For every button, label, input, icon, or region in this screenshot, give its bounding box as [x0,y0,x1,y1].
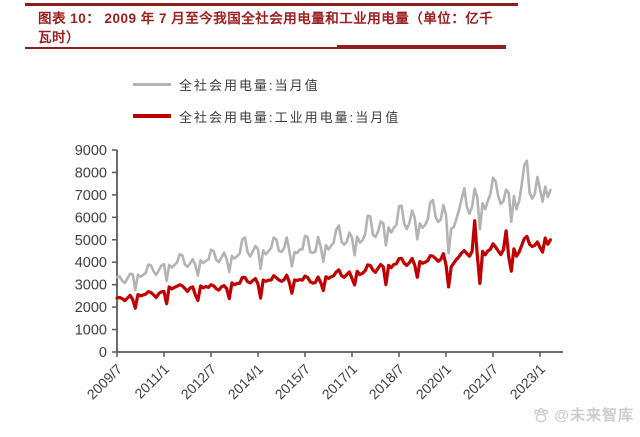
x-axis-label: 2012/7 [178,361,220,403]
series-line-industry [115,219,553,310]
figure-title-line2: 瓦时） [38,30,80,45]
y-axis-label: 5000 [75,233,107,249]
industry-line-swatch-icon [133,114,171,118]
line-chart: 0 1000 2000 3000 4000 5000 6000 7000 8000 9000 200… [75,143,563,403]
legend-item-industry: 全社会用电量:工业用电量:当月值 [133,108,401,125]
x-axis-label: 2018/7 [366,361,408,403]
figure-title: 图表 10： 2009 年 7 月至今我国全社会用电量和工业用电量（单位：亿千 … [38,9,520,47]
title-divider-overlay [337,45,506,48]
legend-item-total: 全社会用电量:当月值 [133,76,400,93]
y-axis-label: 8000 [75,165,107,181]
y-axis-label: 2000 [75,300,107,316]
figure-title-line1: 图表 10： 2009 年 7 月至今我国全社会用电量和工业用电量（单位：亿千 [38,11,494,26]
x-axis-label: 2009/7 [84,361,126,403]
x-axis-label: 2011/1 [131,361,172,402]
watermark: @未来智库 [531,404,634,425]
x-axis-label: 2017/1 [319,361,361,403]
paw-icon [534,407,549,422]
y-axis-label: 9000 [75,143,107,159]
chart-legend: 全社会用电量:当月值 全社会用电量:工业用电量:当月值 [133,76,400,140]
x-axis-label: 2021/7 [460,361,502,403]
y-axis-label: 4000 [75,255,107,271]
legend-label-industry: 全社会用电量:工业用电量:当月值 [179,109,401,125]
title-divider [25,47,506,49]
y-axis-label: 0 [99,345,107,361]
x-axis-label: 2015/7 [272,361,314,403]
y-axis-label: 7000 [75,188,107,204]
top-rule [25,3,518,6]
x-axis-label: 2020/1 [413,361,455,403]
x-axis-label: 2014/1 [225,361,267,403]
y-axis-label: 1000 [75,323,107,339]
total-line-swatch-icon [133,82,171,86]
y-axis-label: 3000 [75,278,107,294]
x-axis-label: 2023/1 [507,361,549,403]
legend-label-total: 全社会用电量:当月值 [179,77,320,93]
series-line-total [115,159,552,292]
y-axis-label: 6000 [75,210,107,226]
watermark-text: @未来智库 [554,407,634,424]
